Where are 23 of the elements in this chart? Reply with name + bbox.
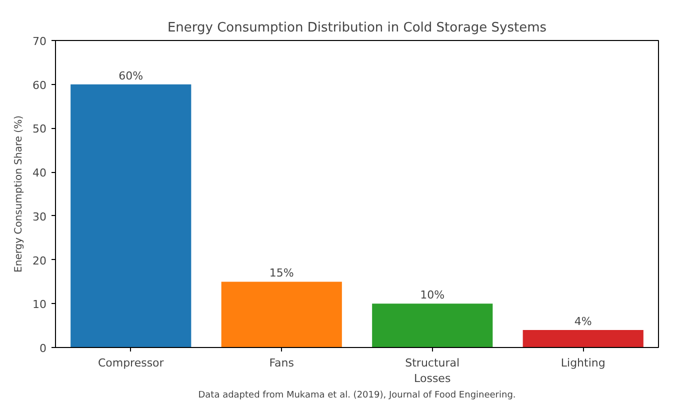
y-tick-label: 50 bbox=[32, 122, 47, 136]
y-tick-label: 0 bbox=[40, 342, 46, 355]
x-tick-label: Lighting bbox=[560, 356, 606, 370]
data-label: 15% bbox=[269, 266, 294, 280]
y-tick-label: 60 bbox=[32, 78, 47, 92]
y-tick-label: 30 bbox=[32, 210, 47, 224]
y-tick-label: 70 bbox=[32, 35, 47, 48]
x-tick-label: Fans bbox=[269, 356, 294, 370]
x-tick-label: Structural Losses bbox=[405, 356, 460, 386]
bar bbox=[70, 84, 192, 348]
text: Data adapted from Mukama et al. (2019), Journal of Food Engineering. bbox=[198, 390, 516, 400]
y-tick-label: 20 bbox=[32, 254, 47, 268]
bar bbox=[522, 330, 644, 348]
bar bbox=[221, 282, 342, 348]
data-label: 10% bbox=[420, 288, 445, 302]
y-tick-label: 40 bbox=[32, 166, 47, 180]
y-tick-label: 10 bbox=[32, 298, 47, 312]
bar bbox=[372, 304, 493, 348]
data-label: 4% bbox=[574, 314, 592, 328]
x-tick-label: Compressor bbox=[98, 356, 164, 370]
chart-title: Energy Consumption Distribution in Cold Storage Systems bbox=[167, 20, 547, 36]
y-axis-title: Energy Consumption Share (%) bbox=[14, 115, 25, 272]
data-label: 60% bbox=[118, 69, 144, 82]
